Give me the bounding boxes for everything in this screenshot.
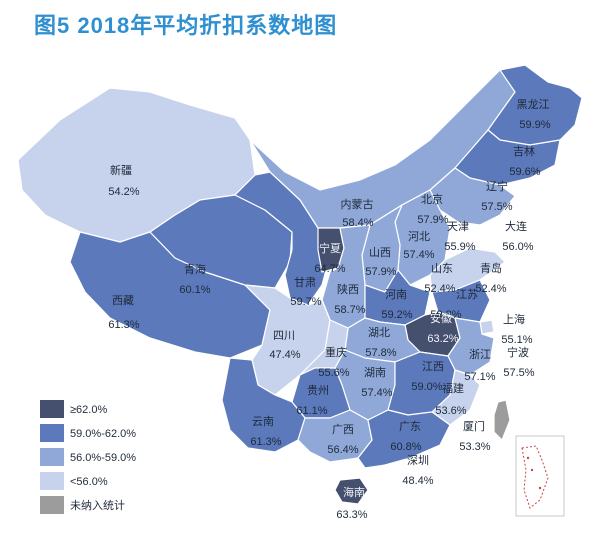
label-liaoning-name: 辽宁 bbox=[486, 179, 508, 193]
label-shaanxi-name: 陕西 bbox=[337, 282, 359, 296]
label-hunan-name: 湖南 bbox=[364, 366, 386, 379]
label-qinghai-name: 青海 bbox=[184, 262, 206, 276]
legend-label-na: 未纳入统计 bbox=[70, 499, 125, 512]
legend-label-tier1: ≥62.0% bbox=[70, 404, 107, 416]
label-shanxi-value: 57.9% bbox=[365, 266, 396, 278]
region-guangdong[interactable] bbox=[357, 409, 451, 469]
label-tianjin-name: 天津 bbox=[447, 220, 469, 233]
south-china-sea-inset bbox=[515, 435, 565, 517]
label-xizang-name: 西藏 bbox=[112, 294, 134, 307]
legend-swatch-tier3 bbox=[40, 448, 64, 466]
label-zhejiang-value: 57.1% bbox=[464, 371, 495, 383]
label-shanghai-name: 上海 bbox=[503, 312, 525, 326]
region-labels: 新疆 54.2% 西藏 61.3% 青海 60.1% 内蒙古 58.4% 黑龙江… bbox=[108, 98, 550, 521]
label-jiangsu-name: 江苏 bbox=[456, 288, 478, 301]
region-fujian[interactable] bbox=[431, 369, 481, 426]
label-shanghai-value: 55.1% bbox=[501, 334, 532, 346]
region-taiwan[interactable] bbox=[493, 399, 511, 441]
label-gansu-value: 59.7% bbox=[290, 296, 321, 308]
label-qingdao-value: 52.4% bbox=[475, 283, 506, 295]
region-liaoning[interactable] bbox=[429, 167, 516, 226]
label-heilongjiang-value: 59.9% bbox=[519, 119, 550, 131]
label-guangxi-name: 广西 bbox=[332, 423, 354, 436]
label-chongqing-value: 55.6% bbox=[318, 367, 349, 379]
label-hunan-value: 57.4% bbox=[361, 387, 392, 399]
label-anhui-value: 63.2% bbox=[427, 333, 458, 345]
label-guangdong-name: 广东 bbox=[399, 420, 421, 433]
region-hainan[interactable] bbox=[334, 477, 369, 505]
label-sichuan-value: 47.4% bbox=[269, 349, 300, 361]
label-xizang-value: 61.3% bbox=[108, 319, 139, 331]
label-sichuan-name: 四川 bbox=[273, 330, 295, 342]
region-heilongjiang[interactable] bbox=[487, 64, 583, 146]
label-jilin-value: 59.6% bbox=[509, 166, 540, 178]
label-dalian-name: 大连 bbox=[505, 219, 527, 233]
label-guizhou-value: 61.1% bbox=[296, 405, 327, 417]
legend-swatch-na bbox=[40, 496, 64, 514]
legend-label-tier3: 56.0%-59.0% bbox=[70, 452, 136, 464]
label-neimenggu-value: 58.4% bbox=[342, 217, 373, 229]
label-guangxi-value: 56.4% bbox=[327, 444, 358, 456]
legend-swatch-tier4 bbox=[40, 472, 64, 490]
label-yunnan-name: 云南 bbox=[252, 415, 274, 428]
label-jiangxi-name: 江西 bbox=[422, 360, 444, 373]
label-beijing-name: 北京 bbox=[421, 192, 443, 206]
label-qinghai-value: 60.1% bbox=[179, 284, 210, 296]
region-qinghai[interactable] bbox=[149, 194, 293, 289]
label-guangdong-value: 60.8% bbox=[390, 441, 421, 453]
label-ningxia-name: 宁夏 bbox=[319, 241, 341, 255]
label-henan-name: 河南 bbox=[385, 288, 407, 301]
label-heilongjiang-name: 黑龙江 bbox=[517, 98, 550, 111]
label-ningbo-value: 57.5% bbox=[503, 367, 534, 379]
label-fujian-value: 53.6% bbox=[435, 405, 466, 417]
legend-swatch-tier1 bbox=[40, 400, 64, 418]
label-tianjin-value: 55.9% bbox=[444, 241, 475, 253]
map-title: 图5 2018年平均折扣系数地图 bbox=[34, 13, 338, 38]
legend-label-tier2: 59.0%-62.0% bbox=[70, 428, 136, 440]
label-liaoning-value: 57.5% bbox=[481, 201, 512, 213]
label-chongqing-name: 重庆 bbox=[325, 345, 347, 359]
label-xiamen-value: 53.3% bbox=[459, 441, 490, 453]
label-anhui-name: 安徽 bbox=[430, 311, 452, 325]
label-xinjiang-value: 54.2% bbox=[108, 186, 139, 198]
label-hainan-name: 海南 bbox=[343, 485, 365, 499]
label-hebei-value: 57.4% bbox=[403, 249, 434, 261]
label-shandong-name: 山东 bbox=[431, 262, 453, 275]
label-shenzhen-value: 48.4% bbox=[402, 475, 433, 487]
label-henan-value: 59.2% bbox=[381, 309, 412, 321]
legend: ≥62.0% 59.0%-62.0% 56.0%-59.0% <56.0% 未纳… bbox=[40, 400, 136, 514]
label-jiangxi-value: 59.0% bbox=[411, 381, 442, 393]
legend-label-tier4: <56.0% bbox=[70, 476, 108, 488]
label-guizhou-name: 贵州 bbox=[307, 384, 329, 397]
label-xiamen-name: 厦门 bbox=[463, 419, 485, 433]
label-shanxi-name: 山西 bbox=[369, 246, 391, 259]
label-jiangsu-value: 59.8% bbox=[430, 309, 461, 321]
region-zhejiang[interactable] bbox=[447, 317, 495, 376]
label-neimenggu-name: 内蒙古 bbox=[341, 197, 374, 211]
label-zhejiang-name: 浙江 bbox=[469, 348, 491, 361]
label-ningxia-value: 64.7% bbox=[314, 263, 345, 275]
label-dalian-value: 56.0% bbox=[502, 241, 533, 253]
label-fujian-name: 福建 bbox=[442, 381, 464, 395]
label-ningbo-name: 宁波 bbox=[507, 345, 529, 359]
label-shaanxi-value: 58.7% bbox=[334, 304, 365, 316]
label-shenzhen-name: 深圳 bbox=[407, 454, 429, 467]
label-xinjiang-name: 新疆 bbox=[110, 163, 132, 177]
label-qingdao-name: 青岛 bbox=[480, 261, 502, 275]
label-gansu-name: 甘肃 bbox=[294, 276, 316, 289]
label-beijing-value: 57.9% bbox=[417, 214, 448, 226]
label-yunnan-value: 61.3% bbox=[250, 436, 281, 448]
label-jilin-name: 吉林 bbox=[513, 144, 535, 158]
label-shandong-value: 52.4% bbox=[424, 283, 455, 295]
legend-swatch-tier2 bbox=[40, 424, 64, 442]
label-hubei-name: 湖北 bbox=[368, 326, 390, 339]
label-hubei-value: 57.8% bbox=[365, 347, 396, 359]
label-hainan-value: 63.3% bbox=[336, 509, 367, 521]
label-hebei-name: 河北 bbox=[408, 230, 430, 243]
